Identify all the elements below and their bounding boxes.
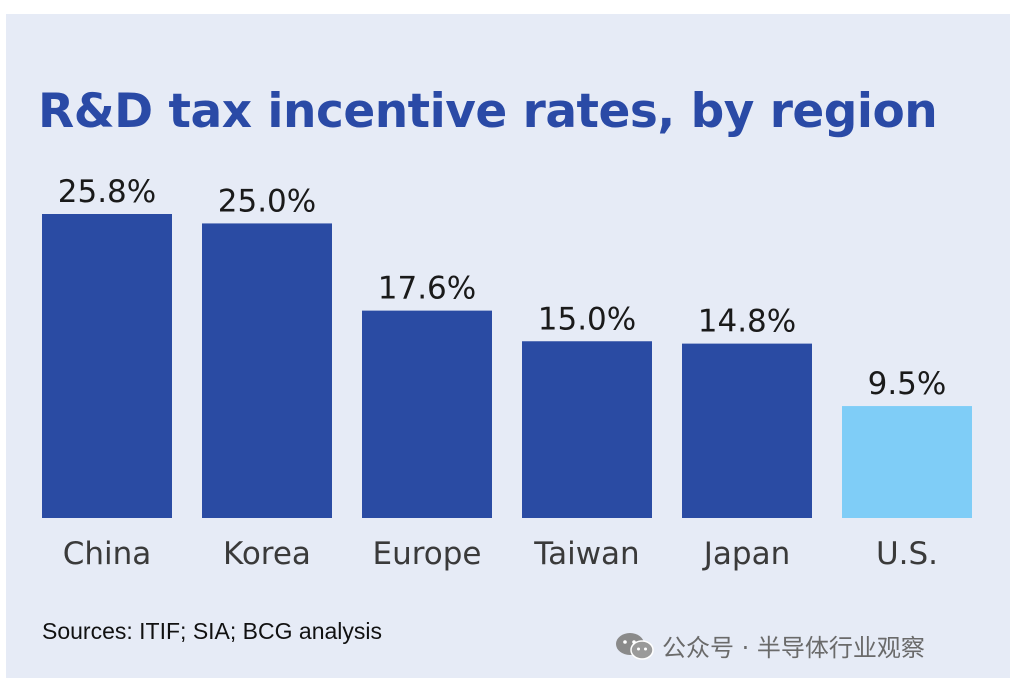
category-label: Korea	[223, 536, 311, 572]
chart-title: R&D tax incentive rates, by region	[38, 84, 938, 139]
watermark: 公众号 · 半导体行业观察	[614, 628, 925, 663]
value-label: 9.5%	[868, 366, 947, 402]
value-label: 25.8%	[58, 174, 156, 210]
bar-korea	[202, 223, 332, 518]
category-label: Taiwan	[533, 536, 639, 572]
category-label: Japan	[702, 536, 790, 572]
bar-europe	[362, 310, 492, 518]
category-label: China	[63, 536, 152, 572]
bar-taiwan	[522, 341, 652, 518]
value-label: 17.6%	[378, 271, 476, 307]
bar-japan	[682, 343, 812, 518]
bar-china	[42, 214, 172, 518]
value-label: 25.0%	[218, 183, 316, 219]
category-label: U.S.	[876, 536, 938, 572]
bar-us	[842, 406, 972, 518]
chart-card	[6, 14, 1010, 678]
category-label: Europe	[372, 536, 481, 572]
watermark-text: 公众号 · 半导体行业观察	[662, 634, 925, 662]
source-note: Sources: ITIF; SIA; BCG analysis	[42, 618, 382, 644]
value-label: 15.0%	[538, 301, 636, 337]
value-label: 14.8%	[698, 304, 796, 340]
wechat-icon	[616, 632, 654, 660]
